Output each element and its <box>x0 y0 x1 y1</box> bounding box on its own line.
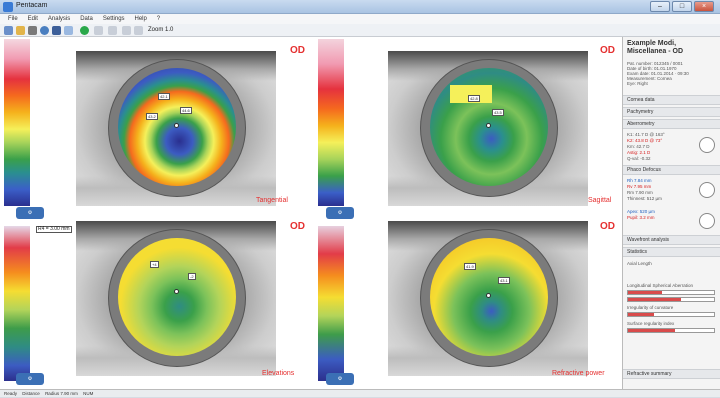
irregularity-bar <box>627 312 715 317</box>
info-panel: Example Modi, Miscellanea - OD Pat. numb… <box>622 37 720 389</box>
app-icon <box>3 2 13 12</box>
scale-settings-button-3[interactable]: ⚙ <box>326 207 354 219</box>
value-rm: Rm 7.90 mm <box>627 190 653 195</box>
print-icon[interactable] <box>28 26 37 35</box>
menu-edit[interactable]: Edit <box>27 16 38 22</box>
value-apex: Apex: 520 µm <box>627 209 655 214</box>
patient-line: Date of birth: 01.01.1970 <box>627 66 677 71</box>
panel-title-line1: Example Modi, <box>627 40 677 47</box>
close-button[interactable]: × <box>694 1 714 12</box>
folder-icon[interactable] <box>16 26 25 35</box>
label-irregularity: Irregularity of curvature <box>627 305 674 310</box>
panel-title: Example Modi, Miscellanea - OD <box>627 40 719 56</box>
patient-line: Exam date: 01.01.2014 · 09:30 <box>627 71 689 76</box>
lsa-bar <box>627 290 715 295</box>
value-km: Km: 42.7 D <box>627 144 650 149</box>
menu-settings[interactable]: Settings <box>102 16 125 22</box>
toolbar: Zoom 1.0 <box>0 24 720 37</box>
status-mid2: Radius 7.90 mm <box>45 391 78 396</box>
value-thinnest: Thinnest: 512 µm <box>627 196 662 201</box>
settings-icon[interactable] <box>64 26 73 35</box>
globe-icon[interactable] <box>40 26 49 35</box>
export-icon[interactable] <box>122 26 131 35</box>
eye-label-sagittal: OD <box>600 45 615 56</box>
color-scale-sagittal <box>318 39 344 206</box>
value-rv: Rv 7.95 mm <box>627 184 652 189</box>
menu-data[interactable]: Data <box>80 16 93 22</box>
map-name-tangential: Tangential <box>256 197 288 204</box>
status-left: Ready <box>4 391 18 396</box>
color-scale-elevation <box>4 226 30 381</box>
color-scale-tangential <box>4 39 30 206</box>
map-refractive-power[interactable]: 41.9 43.1 <box>388 221 588 376</box>
status-right: NUM <box>83 391 94 396</box>
value-k1: K1: 41.7 D @ 163° <box>627 132 665 137</box>
scale-settings-button-2[interactable]: ⚙ <box>16 373 44 385</box>
axis-diagram-icon-2 <box>699 182 715 198</box>
status-mid: Distance <box>22 391 40 396</box>
menu-bar: File Edit Analysis Data Settings Help ? <box>0 14 720 24</box>
menu-about[interactable]: ? <box>156 16 161 22</box>
section-cornea-data[interactable]: Cornea data <box>623 95 720 105</box>
menu-help[interactable]: Help <box>134 16 147 22</box>
map-name-refractive: Refractive power <box>552 370 605 377</box>
section-statistics[interactable]: Statistics <box>623 247 720 257</box>
maps-area: ⚙ ⚙ R4 = 3.00 mm ⚙ ⚙ 42.1 44.6 43.2 OD T… <box>0 37 622 389</box>
window-title: Pentacam <box>16 2 48 9</box>
label-sri: Surface regularity index <box>627 321 675 326</box>
maximize-button[interactable]: □ <box>672 1 692 12</box>
title-bar: Pentacam – □ × <box>0 0 720 14</box>
minimize-button[interactable]: – <box>650 1 670 12</box>
map-tangential[interactable]: 42.1 44.6 43.2 <box>76 51 276 206</box>
map-name-elevations: Elevations <box>262 370 295 377</box>
scale-settings-button-4[interactable]: ⚙ <box>326 373 354 385</box>
play-icon[interactable] <box>80 26 89 35</box>
view-icon[interactable] <box>94 26 103 35</box>
section-pachymetry[interactable]: Pachymetry <box>623 107 720 117</box>
eye-icon[interactable] <box>52 26 61 35</box>
compare-icon[interactable] <box>108 26 117 35</box>
status-bar: Ready Distance Radius 7.90 mm NUM <box>0 389 720 397</box>
open-icon[interactable] <box>4 26 13 35</box>
section-refractive-summary[interactable]: Refractive summary <box>623 369 720 379</box>
zoom-label: Zoom 1.0 <box>148 27 174 33</box>
panel-title-line2: Miscellanea - OD <box>627 48 684 55</box>
label-axial-length: Axial Length <box>627 261 652 266</box>
value-qval: Q-val: -0.32 <box>627 156 651 161</box>
color-scale-refractive <box>318 226 344 381</box>
section-wavefront[interactable]: Wavefront analysis <box>623 235 720 245</box>
section-aberrometry[interactable]: Aberrometry <box>623 119 720 129</box>
value-k2: K2: 43.8 D @ 73° <box>627 138 663 143</box>
value-pupil: Pupil: 3.2 mm <box>627 215 655 220</box>
map-name-sagittal: Sagittal <box>588 197 612 204</box>
menu-analysis[interactable]: Analysis <box>47 16 71 22</box>
sri-bar <box>627 328 715 333</box>
radius-label: R4 = 3.00 mm <box>36 226 72 233</box>
value-astig: Astig: 2.1 D <box>627 150 651 155</box>
patient-line: Pat. number: 012345 / 0001 <box>627 61 683 66</box>
label-lsa: Longitudinal Spherical Aberration <box>627 283 694 288</box>
axis-diagram-icon <box>699 137 715 153</box>
map-sagittal[interactable]: 42.8 43.5 <box>388 51 588 206</box>
scale-settings-button[interactable]: ⚙ <box>16 207 44 219</box>
value-rh: Rh 7.84 mm <box>627 178 652 183</box>
eye-label-elevations: OD <box>290 221 305 232</box>
eye-label-refractive: OD <box>600 221 615 232</box>
section-phaco-defocus[interactable]: Phaco Defocus <box>623 165 720 175</box>
patient-line: Eye: Right <box>627 81 648 86</box>
eye-label-tangential: OD <box>290 45 305 56</box>
lsa-bar-2 <box>627 297 715 302</box>
map-elevations[interactable]: +4 -2 <box>76 221 276 376</box>
menu-file[interactable]: File <box>8 16 18 22</box>
axis-diagram-icon-3 <box>699 213 715 229</box>
patient-line: Measurement: Cornea <box>627 76 672 81</box>
help-icon[interactable] <box>134 26 143 35</box>
